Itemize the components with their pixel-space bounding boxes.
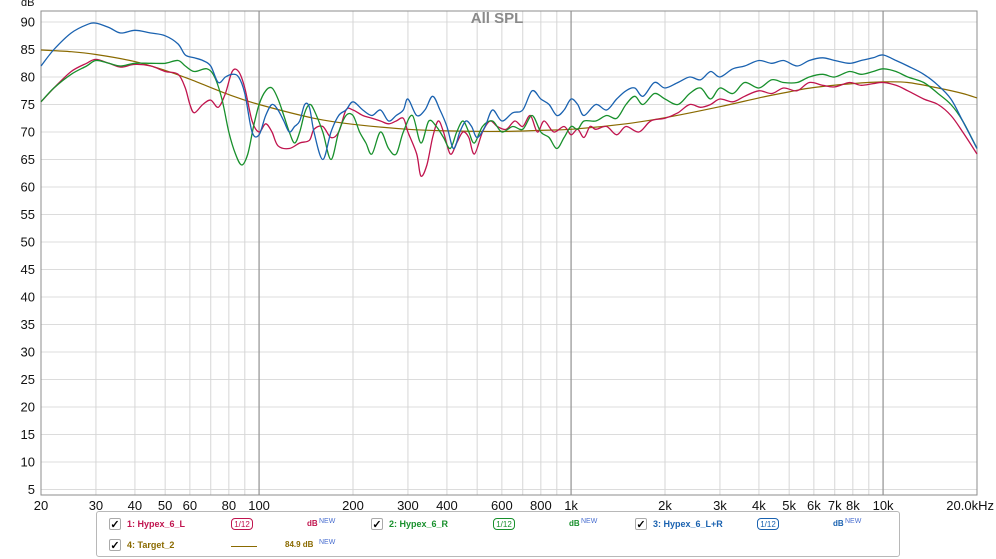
y-tick-label: 40: [21, 290, 35, 305]
smoothing-badge-hypex-6-lr[interactable]: 1/12: [757, 518, 779, 530]
x-tick-labels: 20 30 40 50 60 80 100 200 300 400 600 800 1k 2k 3k 4k 5k…: [34, 498, 994, 512]
legend-item-hypex-6-lr[interactable]: ✓ 3: Hypex_6_L+R: [635, 515, 723, 533]
y-tick-label: 30: [21, 345, 35, 360]
x-tick-label: 3k: [713, 498, 727, 512]
legend-label-hypex-6-lr: 3: Hypex_6_L+R: [653, 519, 723, 529]
legend-new-hypex-6-r[interactable]: NEW: [581, 518, 598, 525]
x-tick-label: 20: [34, 498, 48, 512]
x-tick-label: 30: [89, 498, 103, 512]
legend-new-hypex-6-lr[interactable]: NEW: [845, 518, 862, 525]
y-tick-label: 70: [21, 125, 35, 140]
y-tick-labels: 5 10 15 20 25 30 35 40 45 50 55 60 65 70 75 80 85 90: [21, 15, 35, 498]
chart-title: All SPL: [471, 10, 524, 27]
y-tick-label: 25: [21, 372, 35, 387]
x-tick-label: 800: [530, 498, 552, 512]
y-tick-label: 45: [21, 262, 35, 277]
series-line-3: [40, 22, 978, 161]
y-tick-label: 55: [21, 207, 35, 222]
x-tick-label: 600: [491, 498, 513, 512]
y-tick-label: 20: [21, 400, 35, 415]
x-tick-label: 2k: [658, 498, 672, 512]
x-tick-label: 5k: [782, 498, 796, 512]
series-lines: [40, 22, 978, 177]
legend-item-target-2[interactable]: ✓ 4: Target_2: [109, 536, 174, 554]
legend-item-hypex-6-l[interactable]: ✓ 1: Hypex_6_L: [109, 515, 185, 533]
y-tick-label: 10: [21, 455, 35, 470]
x-tick-label: 8k: [846, 498, 860, 512]
spl-chart: 20 30 40 50 60 80 100 200 300 400 600 800 1k 2k 3k 4k 5k…: [21, 0, 994, 512]
legend-new-target-2[interactable]: NEW: [319, 539, 336, 546]
legend-item-hypex-6-r[interactable]: ✓ 2: Hypex_6_R: [371, 515, 448, 533]
legend-panel: ✓ 1: Hypex_6_L 1/12 dB NEW ✓ 2: Hypex_6_…: [96, 511, 900, 557]
x-tick-label: 6k: [807, 498, 821, 512]
smoothing-badge-hypex-6-r[interactable]: 1/12: [493, 518, 515, 530]
legend-db-target-2[interactable]: 84.9 dB: [285, 540, 314, 549]
legend-new-hypex-6-l[interactable]: NEW: [319, 518, 336, 525]
x-tick-label: 100: [248, 498, 270, 512]
y-tick-label: 60: [21, 180, 35, 195]
series-line-2: [40, 59, 978, 166]
y-tick-label: 35: [21, 317, 35, 332]
legend-db-hypex-6-lr[interactable]: dB: [833, 519, 844, 528]
y-tick-label: 50: [21, 235, 35, 250]
legend-checkbox-target-2[interactable]: ✓: [109, 539, 121, 552]
legend-checkbox-hypex-6-l[interactable]: ✓: [109, 518, 121, 531]
x-tick-label: 40: [128, 498, 142, 512]
y-tick-label: 90: [21, 15, 35, 30]
series-line-1: [40, 58, 978, 177]
y-tick-label: 65: [21, 152, 35, 167]
x-tick-label: 50: [158, 498, 172, 512]
x-tick-label: 400: [436, 498, 458, 512]
x-tick-label: 7k: [828, 498, 842, 512]
y-tick-label: 5: [28, 482, 35, 497]
x-tick-label: 300: [397, 498, 419, 512]
x-tick-label: 80: [222, 498, 236, 512]
x-tick-label: 4k: [752, 498, 766, 512]
legend-label-hypex-6-r: 2: Hypex_6_R: [389, 519, 449, 529]
x-tick-label: 20.0kHz: [946, 498, 994, 512]
legend-checkbox-hypex-6-lr[interactable]: ✓: [635, 518, 647, 531]
x-tick-label: 200: [342, 498, 364, 512]
x-tick-label: 60: [183, 498, 197, 512]
legend-label-target-2: 4: Target_2: [127, 540, 175, 550]
y-tick-label: 80: [21, 70, 35, 85]
legend-db-hypex-6-l[interactable]: dB: [307, 519, 318, 528]
target-line-swatch: [231, 546, 257, 547]
y-tick-label: 75: [21, 97, 35, 112]
plot-frame: [40, 10, 978, 496]
legend-db-hypex-6-r[interactable]: dB: [569, 519, 580, 528]
x-tick-label: 1k: [564, 498, 578, 512]
grid-lines: [40, 11, 978, 495]
y-tick-label: 85: [21, 42, 35, 57]
legend-label-hypex-6-l: 1: Hypex_6_L: [127, 519, 186, 529]
x-tick-label: 10k: [873, 498, 894, 512]
y-unit-label: dB: [21, 0, 34, 9]
legend-checkbox-hypex-6-r[interactable]: ✓: [371, 518, 383, 531]
smoothing-badge-hypex-6-l[interactable]: 1/12: [231, 518, 253, 530]
y-tick-label: 15: [21, 427, 35, 442]
